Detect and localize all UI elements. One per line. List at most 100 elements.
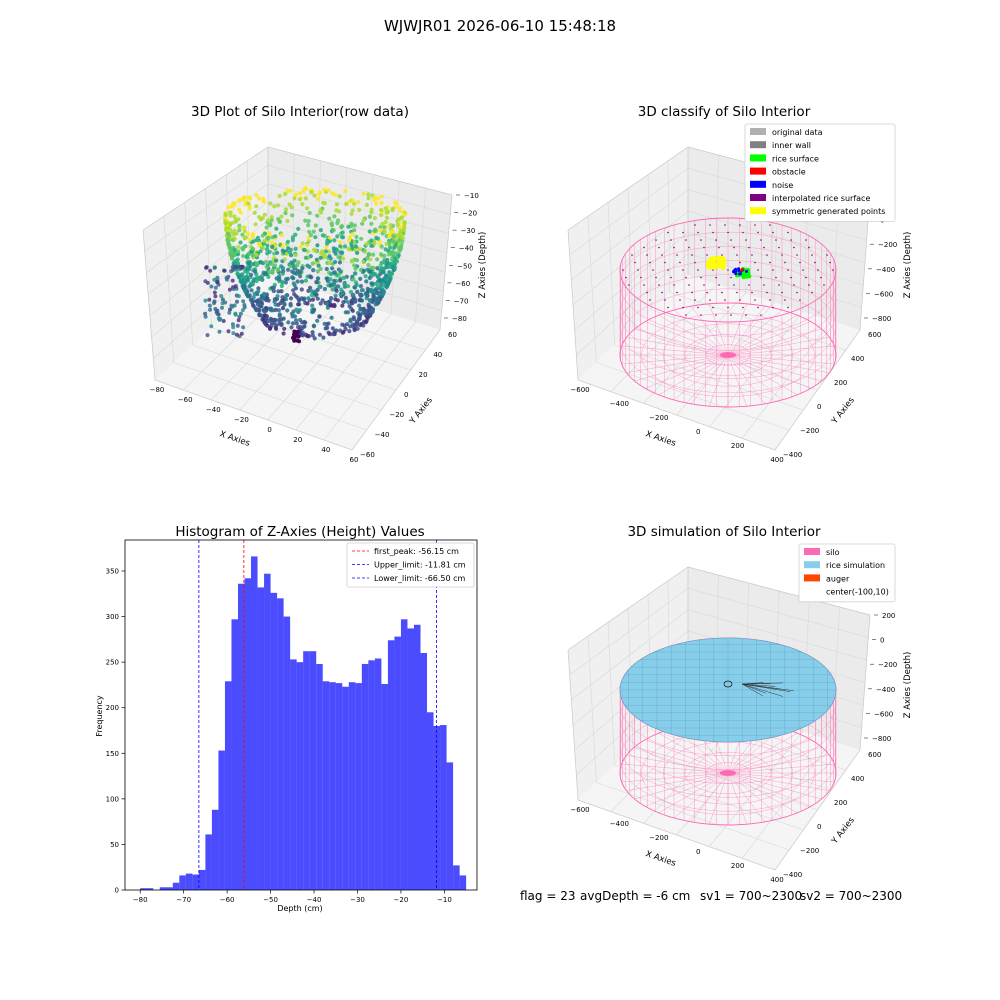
p1-scatter-point: [280, 306, 286, 311]
p1-scatter-point: [362, 249, 367, 254]
p2-interpolated-point: [697, 231, 699, 234]
histogram-ytick-label: 50: [110, 841, 119, 849]
p1-scatter-point: [269, 240, 274, 245]
p2-silo-bottom-spoke: [626, 336, 729, 356]
p4-auger-line: [741, 683, 776, 687]
p1-scatter-point: [299, 244, 304, 250]
p1-scatter-point: [246, 201, 251, 206]
p4-legend-label: silo: [826, 548, 840, 557]
p1-scatter-point: [369, 238, 374, 243]
p2-interpolated-point: [670, 276, 672, 279]
panel2-ylabel: Y Axies: [829, 395, 857, 427]
p1-scatter-point: [249, 272, 254, 277]
histogram-bar: [270, 592, 278, 890]
status-sv2: sv2 = 700~2300: [800, 889, 903, 903]
p1-scatter-point-bottom: [291, 335, 295, 340]
p1-scatter-point: [330, 191, 335, 196]
p1-scatter-point: [285, 308, 290, 313]
p2-silo-bottom-spoke: [727, 354, 798, 396]
p1-scatter-point: [292, 314, 298, 319]
panel2-3d-classify-plot: −600−400−2000200400−400−2000200400600200…: [567, 123, 897, 464]
p1-scatter-point: [364, 279, 369, 284]
p1-scatter-point: [308, 233, 313, 238]
p1-scatter-point: [297, 191, 303, 196]
p2-interpolated-point: [652, 269, 654, 271]
p1-scatter-point: [277, 219, 283, 224]
p1-scatter-point: [293, 286, 299, 291]
p2-silo-bottom-spoke: [727, 345, 835, 356]
p1-scatter-point: [281, 297, 287, 302]
p4-ztick: −200: [878, 661, 897, 669]
p1-scatter-point: [328, 283, 333, 288]
p1-scatter-point: [306, 334, 311, 339]
p1-scatter-point: [402, 220, 407, 225]
p1-scatter-point: [240, 272, 245, 277]
p1-scatter-point: [289, 205, 294, 210]
p2-interpolated-point: [832, 269, 834, 271]
p1-scatter-point: [329, 223, 334, 228]
histogram-bar: [413, 624, 421, 890]
p1-scatter-point: [348, 319, 353, 324]
p1-scatter-point: [322, 286, 327, 292]
p2-interpolated-point: [655, 239, 657, 241]
p4-silo-bottom-ring: [684, 751, 772, 795]
p1-scatter-point-outlier: [234, 265, 239, 270]
p2-grid-floor-y: [596, 362, 790, 431]
p1-scatter-point: [398, 230, 403, 235]
histogram-bar: [231, 619, 238, 890]
p2-interpolated-point: [790, 276, 792, 279]
p1-scatter-point-outlier: [236, 294, 241, 299]
p1-scatter-point-outlier: [235, 323, 240, 328]
p2-interpolated-point: [715, 314, 717, 316]
p1-edge-outer: [142, 194, 453, 451]
p1-scatter-point: [356, 317, 361, 322]
p1-scatter-point: [320, 233, 325, 238]
p2-interpolated-point: [730, 239, 732, 241]
p2-interpolated-point: [766, 291, 768, 294]
p1-scatter-point: [322, 187, 327, 192]
p1-scatter-point: [277, 314, 282, 319]
p1-scatter-point: [377, 278, 382, 283]
p1-scatter-point: [348, 324, 353, 329]
p1-scatter-point: [265, 236, 270, 241]
p2-interpolated-point: [787, 306, 789, 309]
p2-silo-bottom-spoke: [727, 336, 830, 356]
p2-edge-outer: [567, 194, 871, 451]
p2-interpolated-point: [733, 246, 735, 249]
p1-scatter-point: [352, 223, 357, 228]
histogram-bar: [427, 712, 434, 890]
panel1-title: 3D Plot of Silo Interior(row data): [191, 104, 409, 120]
p1-scatter-point: [334, 208, 339, 213]
p1-scatter-point: [351, 317, 356, 322]
p2-rice-surface-point: [741, 271, 746, 276]
p1-scatter-point: [342, 282, 347, 287]
p2-silo-bottom-spoke: [727, 321, 811, 356]
p1-scatter-point: [279, 214, 284, 219]
p1-scatter-point-outlier: [223, 300, 228, 305]
p1-scatter-point: [372, 216, 377, 221]
p4-silo-bottom-spoke: [634, 772, 729, 800]
p1-scatter-point: [371, 293, 376, 299]
p1-scatter-point: [321, 200, 326, 205]
p1-scatter-point: [335, 298, 340, 303]
p1-scatter-point: [265, 218, 270, 223]
histogram-bar: [283, 616, 291, 890]
histogram-bar: [277, 598, 284, 890]
p1-scatter-point: [280, 248, 285, 253]
p1-scatter-point: [325, 301, 330, 307]
histogram-xtick-label: −30: [350, 896, 365, 904]
p1-scatter-point: [328, 271, 334, 277]
p4-ytick: 0: [817, 823, 821, 831]
p1-scatter-point: [252, 210, 257, 215]
p1-scatter-point: [226, 226, 231, 231]
p1-scatter-point: [360, 288, 365, 293]
p1-scatter-point: [229, 204, 234, 209]
p1-scatter-point: [331, 228, 336, 233]
p2-interpolated-point: [703, 284, 705, 286]
p1-scatter-point: [382, 253, 387, 258]
p1-xtick: −20: [234, 416, 249, 424]
p1-scatter-point: [260, 296, 265, 301]
p4-legend-label: center(-100,10): [826, 588, 889, 597]
p2-interpolated-point: [757, 306, 759, 309]
p1-scatter-point: [290, 238, 295, 243]
